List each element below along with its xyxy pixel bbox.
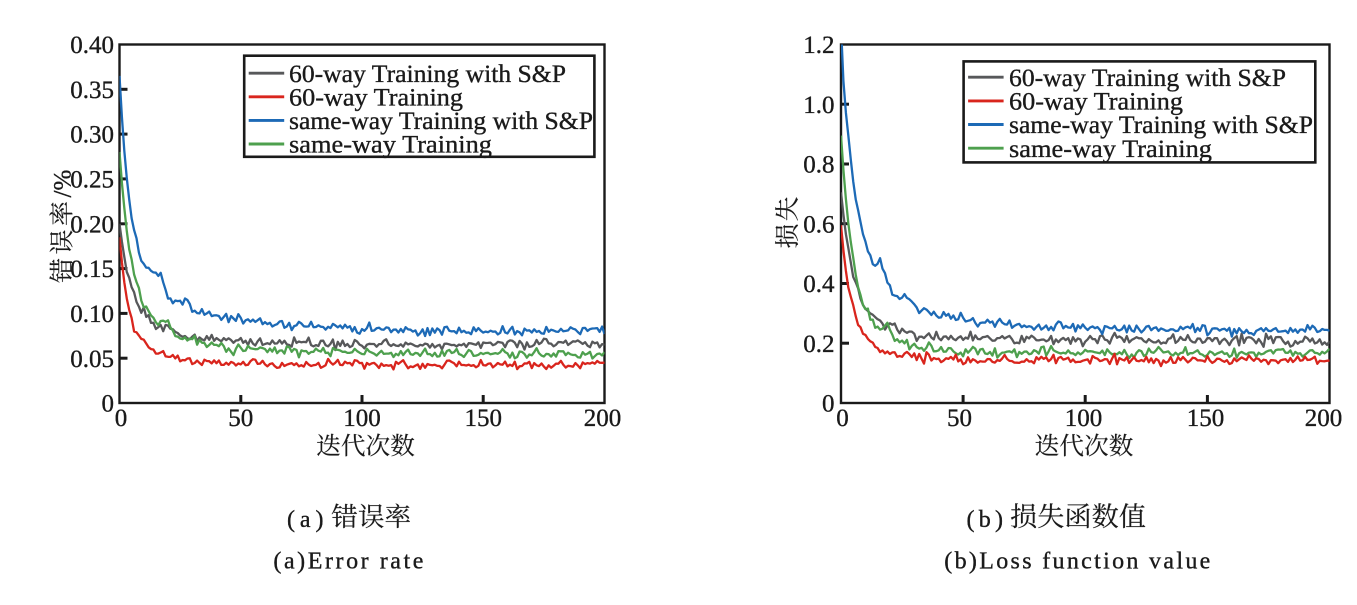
svg-text:0.05: 0.05 bbox=[70, 346, 114, 373]
svg-text:0.4: 0.4 bbox=[803, 271, 835, 298]
svg-text:150: 150 bbox=[465, 405, 503, 432]
svg-text:same-way Training: same-way Training bbox=[1009, 136, 1213, 163]
svg-text:0.40: 0.40 bbox=[70, 32, 114, 59]
svg-text:200: 200 bbox=[1305, 405, 1343, 432]
svg-text:200: 200 bbox=[584, 405, 622, 432]
svg-text:100: 100 bbox=[1065, 405, 1103, 432]
svg-text:60-way Training with S&P: 60-way Training with S&P bbox=[1009, 65, 1286, 92]
svg-text:0.6: 0.6 bbox=[803, 211, 834, 238]
svg-text:50: 50 bbox=[228, 405, 253, 432]
svg-text:0: 0 bbox=[836, 405, 849, 432]
svg-text:0.20: 0.20 bbox=[70, 211, 114, 238]
svg-text:0: 0 bbox=[115, 405, 128, 432]
svg-text:(a)Error rate: (a)Error rate bbox=[273, 549, 423, 575]
svg-text:same-way Training: same-way Training bbox=[289, 132, 493, 159]
svg-text:60-way Training with S&P: 60-way Training with S&P bbox=[289, 61, 566, 88]
svg-text:0.2: 0.2 bbox=[803, 331, 834, 358]
svg-text:0: 0 bbox=[102, 391, 115, 418]
svg-text:0.8: 0.8 bbox=[803, 152, 834, 179]
svg-text:0.35: 0.35 bbox=[70, 77, 114, 104]
svg-text:same-way Training with S&P: same-way Training with S&P bbox=[1009, 112, 1313, 139]
svg-text:0.15: 0.15 bbox=[70, 256, 114, 283]
svg-text:1.2: 1.2 bbox=[803, 32, 834, 59]
svg-text:0.30: 0.30 bbox=[70, 122, 114, 149]
svg-text:/%: /% bbox=[50, 170, 77, 198]
svg-text:0.25: 0.25 bbox=[70, 167, 114, 194]
svg-text:150: 150 bbox=[1187, 405, 1225, 432]
svg-text:same-way Training with S&P: same-way Training with S&P bbox=[289, 108, 593, 135]
svg-text:50: 50 bbox=[947, 405, 972, 432]
svg-text:(b)Loss function value: (b)Loss function value bbox=[944, 549, 1210, 575]
svg-text:(a): (a) bbox=[287, 507, 324, 533]
svg-text:60-way Training: 60-way Training bbox=[289, 84, 464, 111]
svg-text:(b): (b) bbox=[967, 507, 1004, 533]
svg-text:60-way Training: 60-way Training bbox=[1009, 89, 1184, 116]
svg-text:0: 0 bbox=[822, 391, 835, 418]
svg-text:100: 100 bbox=[343, 405, 381, 432]
svg-text:1.0: 1.0 bbox=[803, 92, 834, 119]
svg-text:0.10: 0.10 bbox=[70, 301, 114, 328]
